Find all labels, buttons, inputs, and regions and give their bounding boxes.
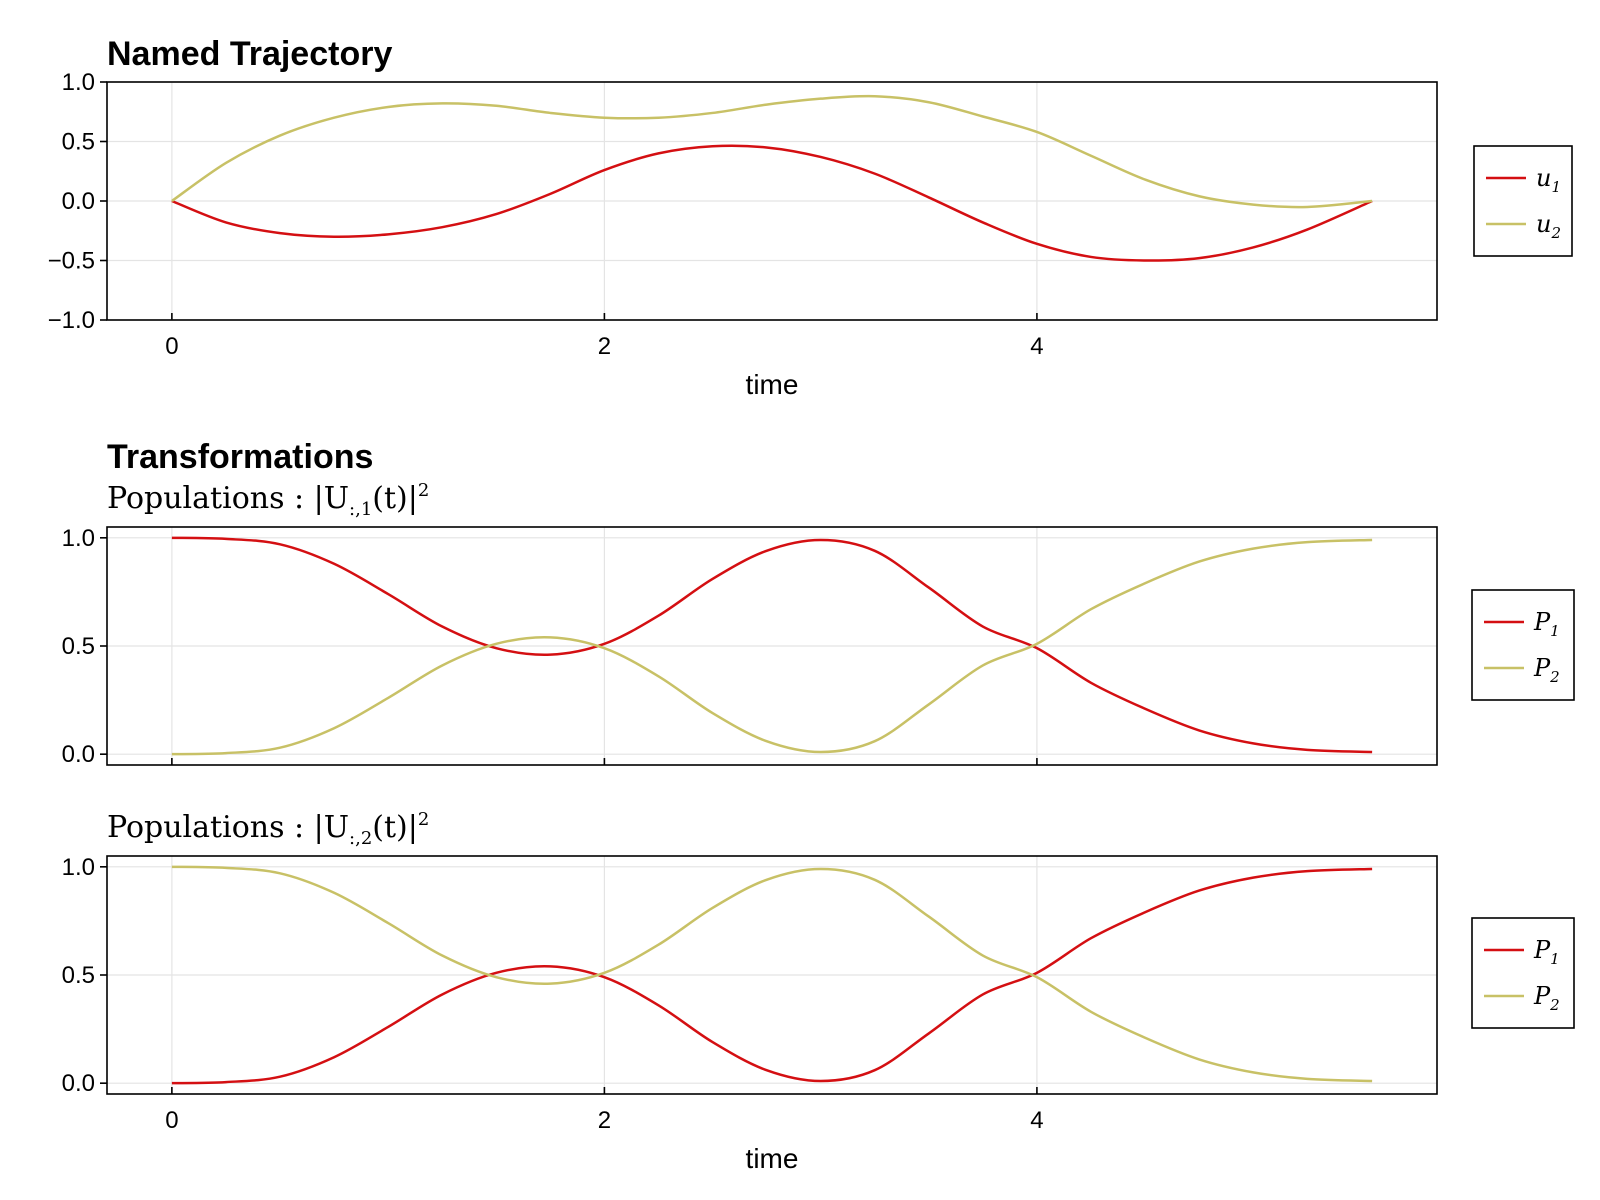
subtitle-text: Populations : |U [107,810,349,845]
legend-box [1471,917,1575,1029]
panel-subtitle: Populations : |U:,2(t)|2 [107,809,429,849]
panel-subtitle: Populations : |U:,1(t)|2 [107,480,429,520]
x-tick-label: 0 [165,1107,178,1134]
x-axis-label: time [746,1143,799,1174]
subtitle-subscript: :,2 [349,828,372,849]
x-tick-label: 4 [1030,1107,1043,1134]
legend-label-name: P [1533,936,1551,964]
series-line-p1 [171,867,1373,1085]
legend-label-subscript: 1 [1550,622,1560,640]
legend-box [1473,145,1573,257]
legend-label: u1 [1536,164,1561,196]
y-tick-label: 0.0 [62,741,95,768]
y-tick-label: 1.0 [62,525,95,552]
legend-label: u2 [1536,210,1561,242]
legend-label-subscript: 1 [1551,178,1561,196]
y-tick-label: 0.5 [62,962,95,989]
subtitle-text-mid: (t)| [372,810,418,845]
subtitle-superscript: 2 [418,809,429,830]
subtitle-subscript: :,1 [349,499,372,520]
legend-label-subscript: 2 [1550,224,1561,242]
legend-label: P1 [1533,608,1560,640]
y-tick-label: 0.5 [62,129,95,156]
y-tick-label: 0.0 [62,188,95,215]
legend-label-subscript: 1 [1550,950,1560,968]
legend-label-subscript: 2 [1549,996,1560,1014]
y-tick-label: −1.0 [48,307,95,334]
series-line-p2 [171,865,1373,1083]
y-tick-label: 1.0 [62,854,95,881]
y-tick-label: 0.0 [62,1070,95,1097]
series-line-p1 [171,536,1373,754]
y-tick-label: 1.0 [62,69,95,96]
y-tick-label: −0.5 [48,248,95,275]
main-title: Named Trajectory [107,35,392,73]
x-tick-label: 0 [165,333,178,360]
section-title: Transformations [107,438,373,476]
legend-box [1471,589,1575,701]
legend-label-name: P [1533,654,1551,682]
legend-label-name: P [1533,608,1551,636]
legend-label: P2 [1533,982,1560,1014]
series-line-p2 [171,538,1373,756]
legend-label: P1 [1533,936,1560,968]
legend-label-name: u [1536,210,1551,238]
subtitle-superscript: 2 [418,480,429,501]
y-tick-label: 0.5 [62,633,95,660]
legend-label-name: u [1536,164,1551,192]
subtitle-text-mid: (t)| [372,481,418,516]
series-line-u2 [171,94,1373,209]
x-tick-label: 2 [598,333,611,360]
legend-label: P2 [1533,654,1560,686]
x-tick-label: 2 [598,1107,611,1134]
legend-label-name: P [1533,982,1551,1010]
subtitle-text: Populations : |U [107,481,349,516]
x-axis-label: time [746,369,799,400]
x-tick-label: 4 [1030,333,1043,360]
series-line-u1 [171,144,1373,262]
legend-label-subscript: 2 [1549,668,1560,686]
